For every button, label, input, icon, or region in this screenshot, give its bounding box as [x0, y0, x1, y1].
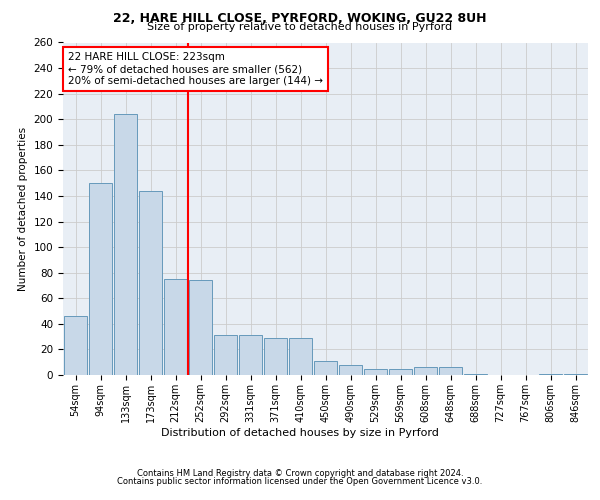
- Bar: [339, 365, 362, 375]
- Bar: [264, 338, 287, 375]
- Text: Contains HM Land Registry data © Crown copyright and database right 2024.: Contains HM Land Registry data © Crown c…: [137, 468, 463, 477]
- Text: 22, HARE HILL CLOSE, PYRFORD, WOKING, GU22 8UH: 22, HARE HILL CLOSE, PYRFORD, WOKING, GU…: [113, 12, 487, 26]
- Bar: [389, 368, 412, 375]
- Bar: [364, 368, 387, 375]
- Bar: [314, 361, 337, 375]
- Text: Contains public sector information licensed under the Open Government Licence v3: Contains public sector information licen…: [118, 477, 482, 486]
- Bar: [89, 183, 112, 375]
- Text: 22 HARE HILL CLOSE: 223sqm
← 79% of detached houses are smaller (562)
20% of sem: 22 HARE HILL CLOSE: 223sqm ← 79% of deta…: [68, 52, 323, 86]
- Bar: [564, 374, 587, 375]
- Bar: [164, 279, 187, 375]
- Bar: [464, 374, 487, 375]
- Y-axis label: Number of detached properties: Number of detached properties: [18, 126, 28, 291]
- Bar: [214, 336, 237, 375]
- Text: Distribution of detached houses by size in Pyrford: Distribution of detached houses by size …: [161, 428, 439, 438]
- Text: Size of property relative to detached houses in Pyrford: Size of property relative to detached ho…: [148, 22, 452, 32]
- Bar: [64, 316, 87, 375]
- Bar: [414, 368, 437, 375]
- Bar: [114, 114, 137, 375]
- Bar: [539, 374, 562, 375]
- Bar: [239, 336, 262, 375]
- Bar: [439, 368, 462, 375]
- Bar: [189, 280, 212, 375]
- Bar: [289, 338, 312, 375]
- Bar: [139, 191, 162, 375]
